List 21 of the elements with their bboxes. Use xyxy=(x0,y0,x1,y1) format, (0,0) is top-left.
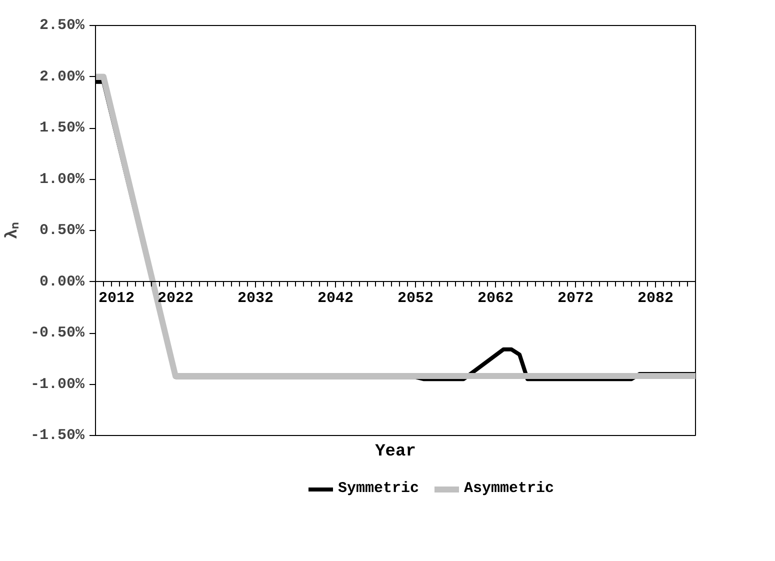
x-tick-label: 2072 xyxy=(557,290,594,307)
legend-label: Asymmetric xyxy=(464,480,554,497)
x-tick-label: 2042 xyxy=(317,290,354,307)
y-tick-label: 1.00% xyxy=(39,170,86,188)
y-tick-label: 2.50% xyxy=(39,17,86,34)
x-axis-title: Year xyxy=(375,442,416,462)
y-tick-label: 1.50% xyxy=(39,120,86,136)
y-tick-label: 0.00% xyxy=(39,273,86,290)
x-tick-label: 2062 xyxy=(477,290,514,307)
y-tick-label: -1.00% xyxy=(30,376,86,393)
x-tick-label: 2052 xyxy=(397,290,434,307)
legend-label: Symmetric xyxy=(338,480,419,497)
y-tick-label: -1.50% xyxy=(30,427,86,444)
y-tick-label: 0.50% xyxy=(39,222,86,239)
x-tick-label: 2012 xyxy=(98,290,135,307)
x-tick-label: 2082 xyxy=(637,290,674,307)
y-tick-label: -0.50% xyxy=(30,324,86,342)
y-axis-title: λₙ xyxy=(3,222,22,240)
x-tick-label: 2022 xyxy=(157,290,194,307)
y-tick-label: 2.00% xyxy=(39,68,86,86)
x-tick-label: 2032 xyxy=(237,290,274,307)
